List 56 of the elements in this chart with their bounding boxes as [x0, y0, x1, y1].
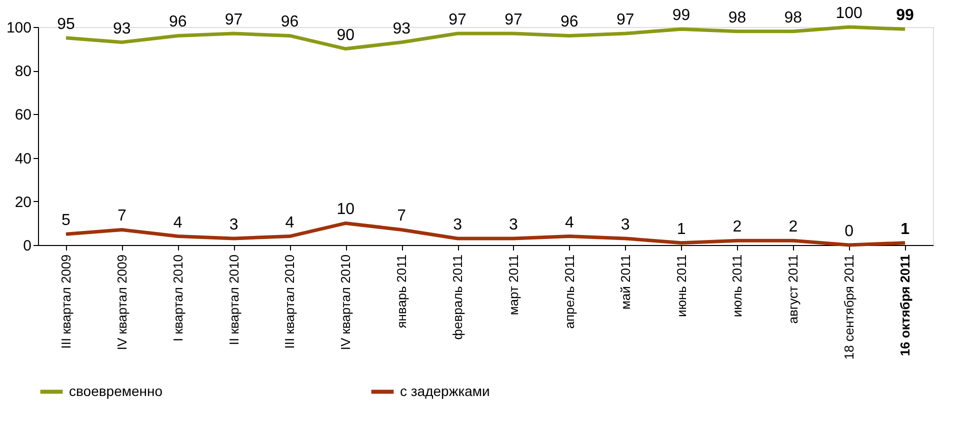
- x-tick-label: IV квартал 2010: [338, 254, 354, 350]
- x-tick-label: III квартал 2010: [282, 254, 298, 349]
- legend-label: своевременно: [69, 382, 163, 399]
- data-label: 90: [336, 26, 355, 44]
- y-tick-label: 80: [14, 63, 32, 80]
- legend-label: с задержками: [400, 382, 490, 399]
- data-label: 4: [173, 214, 182, 232]
- data-label: 0: [844, 223, 854, 240]
- y-tick-label: 0: [23, 238, 32, 254]
- x-tick-label: август 2011: [786, 254, 801, 324]
- data-label: 97: [504, 12, 522, 29]
- data-label: 5: [62, 212, 71, 230]
- data-label: 97: [616, 12, 634, 29]
- data-label: 99: [672, 7, 690, 24]
- x-tick-label: июль 2011: [730, 254, 745, 318]
- data-label: 3: [453, 216, 462, 234]
- data-label: 97: [448, 12, 467, 29]
- x-tick-label: январь 2011: [394, 254, 410, 328]
- x-tick-label: февраль 2011: [450, 254, 466, 340]
- data-label: 96: [280, 14, 299, 31]
- data-label: 96: [560, 14, 578, 31]
- x-tick-label: март 2011: [506, 254, 521, 316]
- x-tick-label: июнь 2011: [674, 254, 689, 318]
- data-label: 3: [620, 216, 630, 234]
- data-label: 98: [784, 9, 802, 26]
- x-tick-label: III квартал 2009: [58, 254, 74, 349]
- x-tick-label: май 2011: [618, 254, 633, 310]
- y-tick-label: 20: [14, 194, 32, 211]
- data-label: 100: [836, 5, 863, 22]
- data-label: 7: [117, 208, 126, 225]
- x-tick-label: 16 октября 2011: [898, 254, 913, 356]
- x-tick-label: апрель 2011: [562, 254, 577, 329]
- x-tick-label: I квартал 2010: [170, 254, 186, 342]
- data-label: 99: [896, 7, 914, 24]
- data-label: 93: [392, 20, 411, 38]
- data-label: 96: [168, 14, 187, 31]
- data-label: 98: [728, 9, 746, 26]
- data-label: 4: [285, 214, 294, 232]
- data-label: 1: [900, 220, 910, 238]
- data-label: 97: [224, 12, 243, 29]
- data-label: 93: [113, 20, 131, 38]
- data-label: 3: [229, 216, 238, 234]
- x-tick-label: IV квартал 2009: [114, 254, 130, 350]
- data-label: 2: [788, 218, 798, 236]
- data-label: 7: [397, 208, 406, 225]
- x-tick-label: II квартал 2010: [226, 254, 242, 346]
- y-tick-label: 40: [14, 150, 32, 168]
- data-label: 95: [57, 16, 75, 33]
- x-tick-label: 18 сентября 2011: [842, 254, 857, 360]
- y-tick-label: 100: [6, 20, 32, 36]
- data-label: 10: [336, 201, 355, 218]
- y-tick-label: 60: [14, 106, 32, 124]
- data-label: 2: [732, 218, 742, 236]
- data-label: 4: [564, 214, 574, 232]
- data-label: 3: [509, 216, 518, 234]
- data-label: 1: [676, 220, 686, 238]
